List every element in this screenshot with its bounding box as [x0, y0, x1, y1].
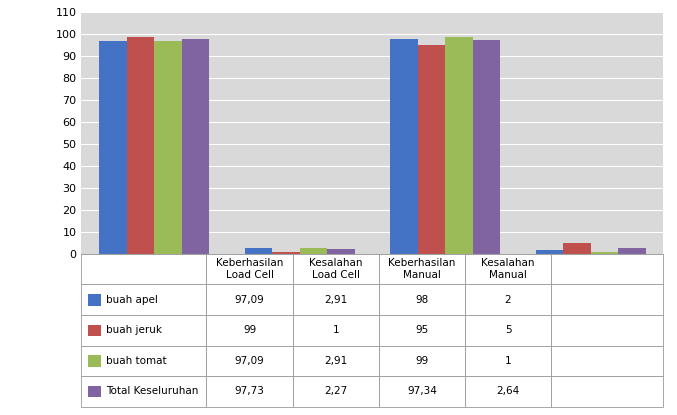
Text: buah apel: buah apel: [106, 295, 158, 305]
Bar: [300, 247, 327, 254]
Bar: [551, 254, 663, 285]
Text: 2,27: 2,27: [324, 386, 347, 396]
Bar: [445, 37, 473, 254]
Bar: [563, 243, 590, 254]
Bar: [292, 285, 378, 315]
Bar: [551, 285, 663, 315]
Bar: [88, 294, 101, 305]
Bar: [536, 249, 563, 254]
Bar: [465, 285, 551, 315]
Bar: [81, 315, 206, 346]
Bar: [378, 315, 465, 346]
Text: Kesalahan
Load Cell: Kesalahan Load Cell: [309, 259, 362, 280]
Text: 2,91: 2,91: [324, 295, 347, 305]
Bar: [551, 346, 663, 376]
Bar: [206, 376, 292, 407]
Bar: [551, 376, 663, 407]
Text: 98: 98: [415, 295, 429, 305]
Bar: [551, 315, 663, 346]
Bar: [378, 346, 465, 376]
Bar: [88, 325, 101, 336]
Bar: [590, 252, 618, 254]
Text: 97,34: 97,34: [407, 386, 437, 396]
Text: 5: 5: [504, 325, 511, 335]
Bar: [465, 315, 551, 346]
Bar: [465, 376, 551, 407]
Text: buah tomat: buah tomat: [106, 356, 167, 366]
Bar: [465, 254, 551, 285]
Bar: [206, 285, 292, 315]
Text: 1: 1: [504, 356, 511, 366]
Bar: [378, 376, 465, 407]
Bar: [618, 248, 646, 254]
Text: 2,91: 2,91: [324, 356, 347, 366]
Bar: [292, 346, 378, 376]
Text: 99: 99: [415, 356, 429, 366]
Text: 97,09: 97,09: [235, 295, 265, 305]
Bar: [327, 249, 355, 254]
Bar: [465, 346, 551, 376]
Bar: [206, 254, 292, 285]
Bar: [127, 37, 154, 254]
Text: 2,64: 2,64: [496, 386, 520, 396]
Bar: [390, 39, 418, 254]
Bar: [418, 45, 445, 254]
Text: Keberhasilan
Manual: Keberhasilan Manual: [388, 259, 456, 280]
Bar: [88, 355, 101, 367]
Text: 2: 2: [504, 295, 511, 305]
Bar: [81, 346, 206, 376]
Text: 1: 1: [332, 325, 339, 335]
Bar: [206, 346, 292, 376]
Bar: [292, 254, 378, 285]
Bar: [81, 285, 206, 315]
Bar: [378, 285, 465, 315]
Bar: [378, 254, 465, 285]
Bar: [473, 40, 500, 254]
Bar: [154, 41, 181, 254]
Text: 99: 99: [243, 325, 256, 335]
Bar: [99, 41, 127, 254]
Bar: [88, 386, 101, 397]
Text: Keberhasilan
Load Cell: Keberhasilan Load Cell: [216, 259, 283, 280]
Bar: [81, 254, 206, 285]
Bar: [244, 247, 272, 254]
Bar: [181, 39, 209, 254]
Bar: [292, 376, 378, 407]
Text: 97,73: 97,73: [234, 386, 265, 396]
Text: Kesalahan
Manual: Kesalahan Manual: [481, 259, 535, 280]
Bar: [292, 315, 378, 346]
Text: 95: 95: [415, 325, 429, 335]
Bar: [272, 252, 300, 254]
Text: Total Keseluruhan: Total Keseluruhan: [106, 386, 198, 396]
Text: buah jeruk: buah jeruk: [106, 325, 162, 335]
Bar: [206, 315, 292, 346]
Text: 97,09: 97,09: [235, 356, 265, 366]
Bar: [81, 376, 206, 407]
